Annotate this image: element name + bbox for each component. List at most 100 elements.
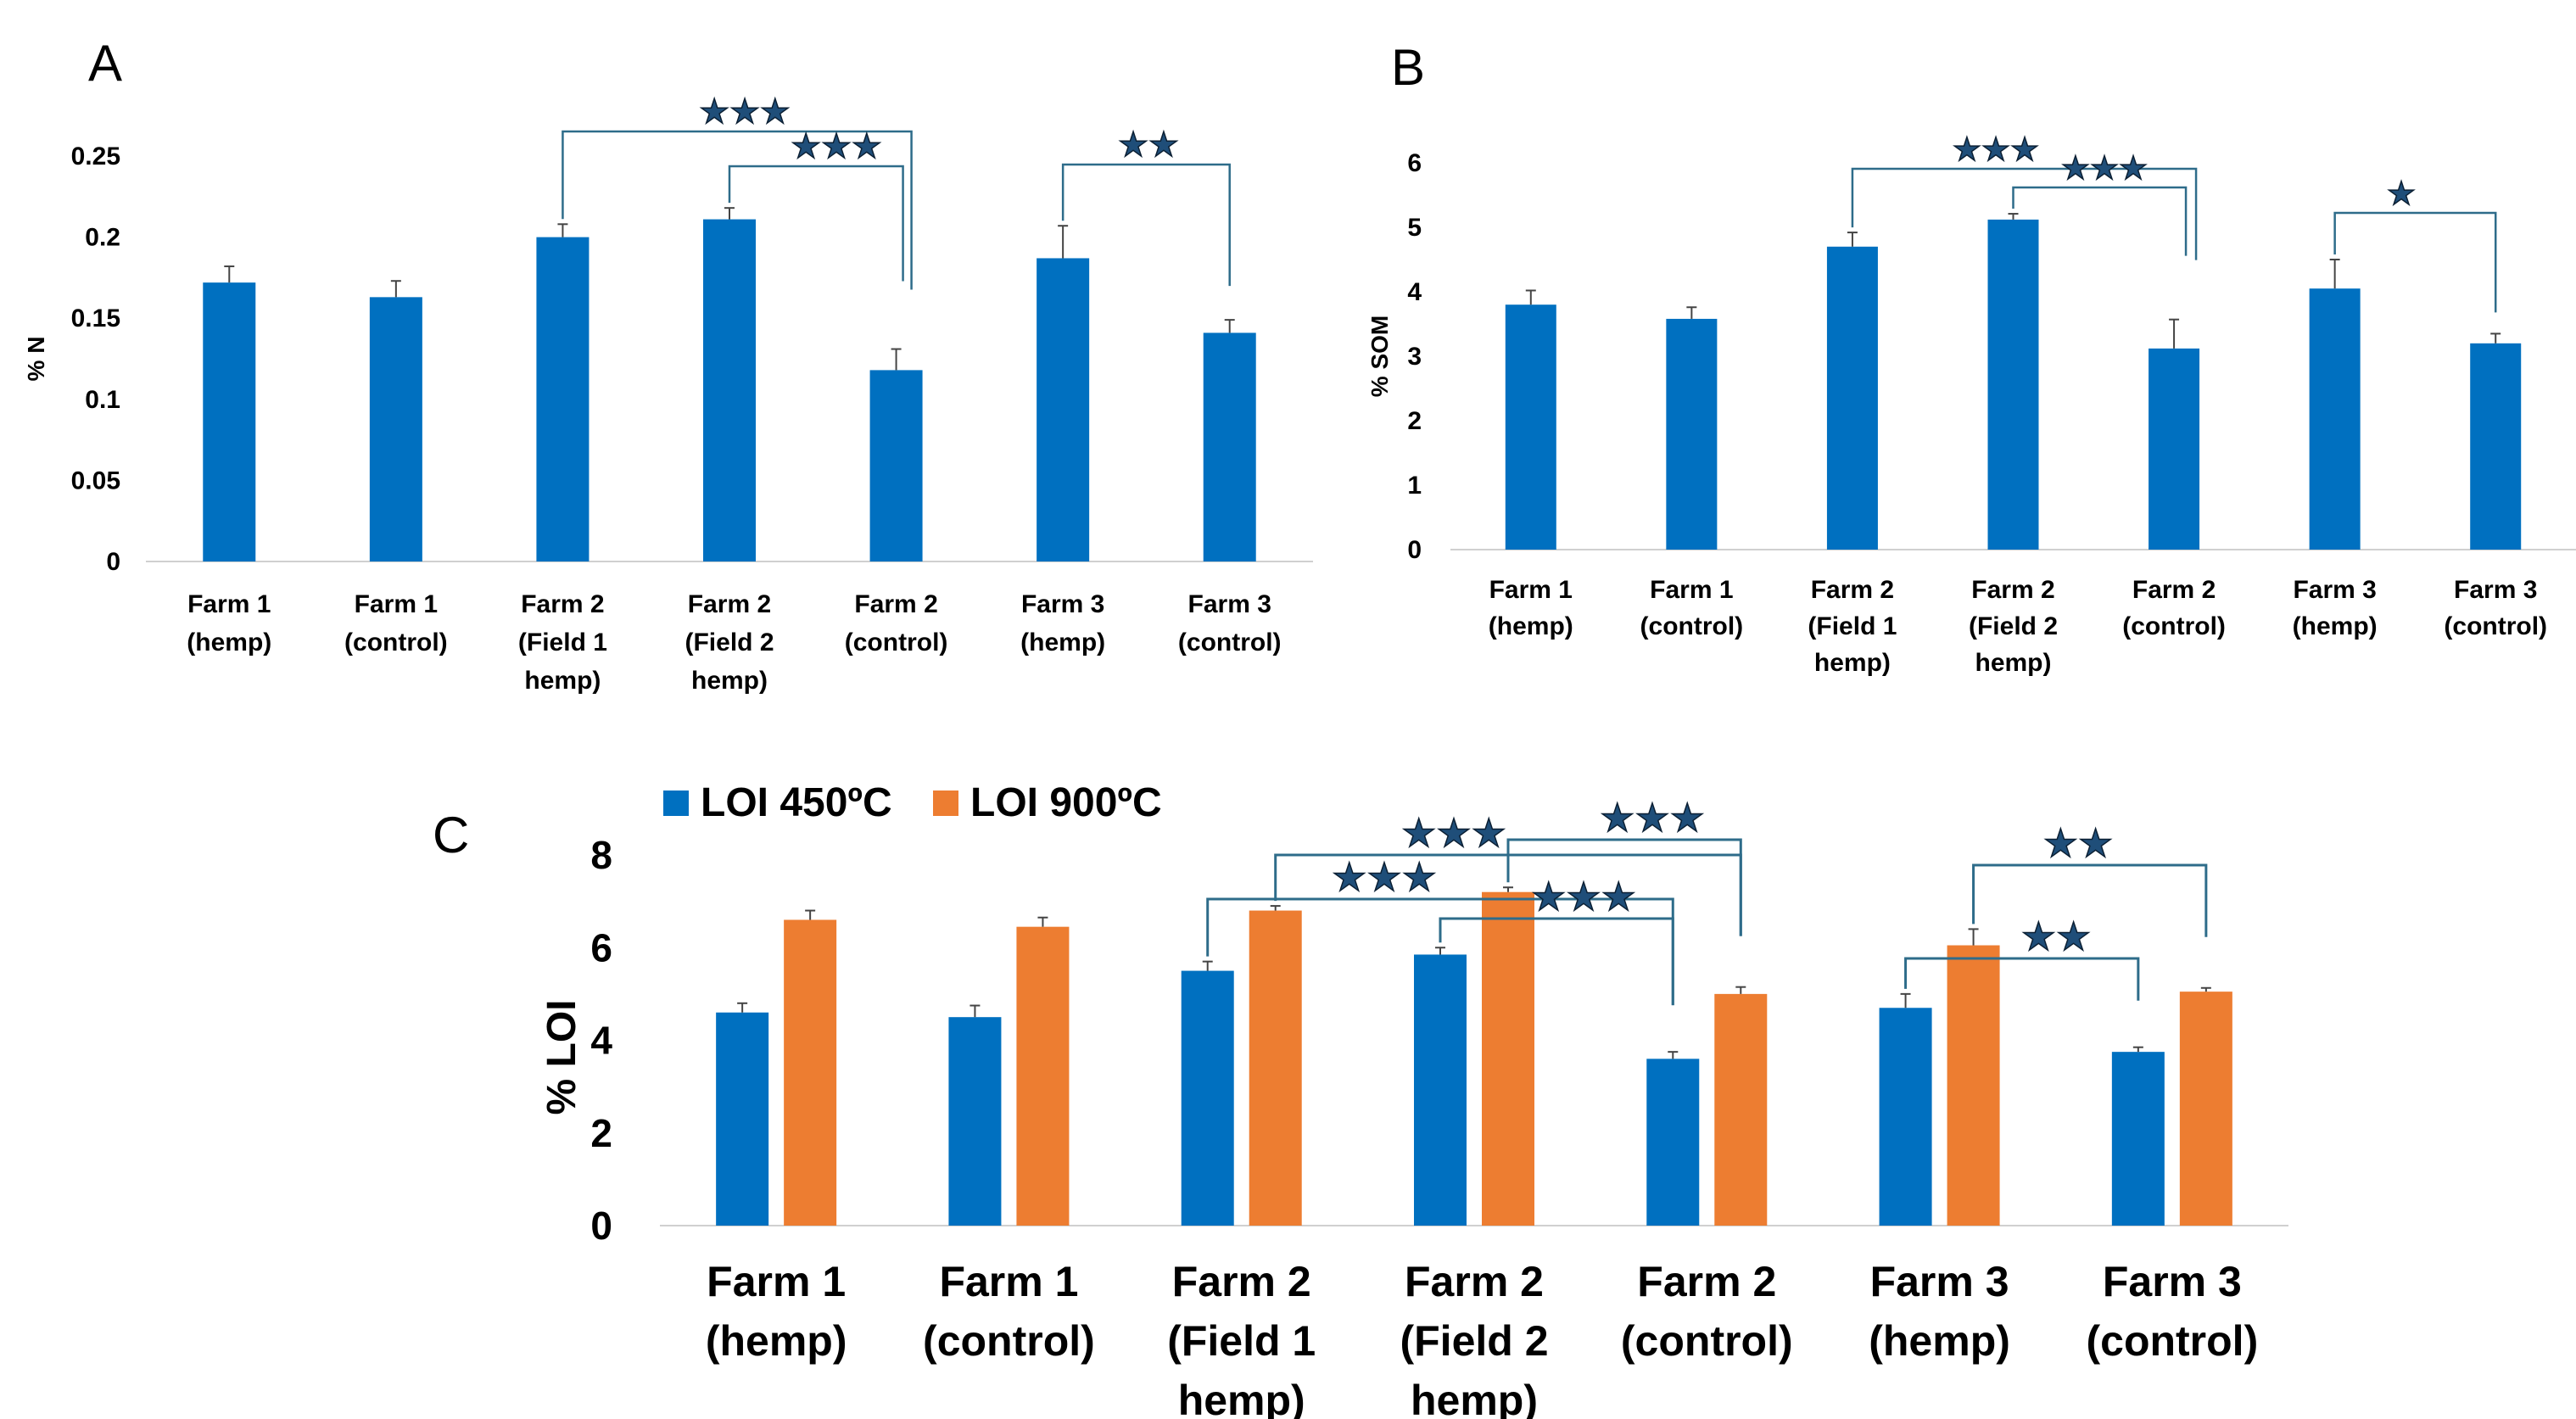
category-label: (hemp) xyxy=(1489,612,1573,640)
bar xyxy=(869,370,923,561)
significance-bracket xyxy=(2333,211,2497,313)
category-label: Farm 2 xyxy=(1405,1258,1544,1305)
legend-label: LOI 900ºC xyxy=(970,780,1162,825)
category-label: (control) xyxy=(2444,612,2547,640)
category-label: Farm 2 xyxy=(2132,576,2216,604)
category-label: (control) xyxy=(845,628,948,656)
category-label: (control) xyxy=(344,628,448,656)
significance-bracket xyxy=(2012,186,2188,256)
significance-stars: ★★ xyxy=(2021,913,2091,959)
y-tick-label: 0.1 xyxy=(85,386,120,414)
legend-label: LOI 450ºC xyxy=(701,780,892,825)
category-label: (hemp) xyxy=(1020,628,1105,656)
y-tick-label: 6 xyxy=(590,925,612,969)
panel-letter-c: C xyxy=(433,807,469,863)
category-label: (Field 2 xyxy=(685,628,774,656)
y-tick-label: 0 xyxy=(590,1204,612,1248)
bar xyxy=(2149,348,2200,550)
category-label: (control) xyxy=(2086,1317,2258,1365)
category-label: (control) xyxy=(923,1317,1095,1365)
y-tick-label: 0.05 xyxy=(71,466,120,494)
category-label: (Field 1 xyxy=(1167,1317,1316,1365)
bar xyxy=(703,219,756,561)
bar xyxy=(1879,1008,1932,1226)
category-label: (hemp) xyxy=(187,628,271,656)
category-label: (control) xyxy=(1178,628,1282,656)
significance-bracket xyxy=(1506,838,1742,936)
category-label: Farm 3 xyxy=(1188,590,1271,618)
category-label: hemp) xyxy=(1411,1377,1538,1419)
category-label: hemp) xyxy=(1178,1377,1305,1419)
y-tick-label: 1 xyxy=(1407,472,1422,500)
significance-stars: ★★★ xyxy=(699,92,791,131)
significance-stars: ★★★ xyxy=(2061,149,2148,187)
y-tick-label: 4 xyxy=(1407,278,1422,306)
category-label: Farm 1 xyxy=(707,1258,846,1305)
category-label: hemp) xyxy=(524,667,601,695)
category-label: Farm 1 xyxy=(1650,576,1733,604)
y-tick-label: 0.2 xyxy=(85,224,120,252)
category-label: (control) xyxy=(2122,612,2226,640)
category-label: Farm 2 xyxy=(1971,576,2054,604)
bar xyxy=(716,1012,769,1226)
significance-stars: ★★★ xyxy=(1600,795,1705,841)
category-label: Farm 3 xyxy=(2103,1258,2242,1305)
bar xyxy=(1826,246,1878,550)
bar xyxy=(1646,1059,1700,1226)
bar xyxy=(203,282,256,561)
chart-panel-a: 0 0.05 0.1 0.15 0.2 0.25 % N Farm 1 (hemp) Farm 1… xyxy=(23,92,1313,695)
category-label: Farm 1 xyxy=(355,590,438,618)
category-label: (hemp) xyxy=(2293,612,2378,640)
panel-letter-a: A xyxy=(88,35,122,92)
category-label: hemp) xyxy=(1814,649,1891,677)
significance-bracket xyxy=(562,130,913,290)
panel-letter-b: B xyxy=(1391,39,1425,96)
category-label: (hemp) xyxy=(1869,1317,2010,1365)
category-label: (Field 1 xyxy=(1808,612,1897,640)
y-tick-label: 6 xyxy=(1407,149,1422,177)
category-label: (control) xyxy=(1621,1317,1793,1365)
legend-swatch xyxy=(933,791,958,816)
category-label: Farm 2 xyxy=(1811,576,1894,604)
y-tick-label: 8 xyxy=(590,833,612,877)
category-label: Farm 3 xyxy=(2293,576,2376,604)
bar xyxy=(1666,318,1718,550)
bar xyxy=(1505,304,1556,550)
category-label: Farm 2 xyxy=(1172,1258,1311,1305)
category-label: Farm 3 xyxy=(1870,1258,2009,1305)
y-axis-label: % LOI xyxy=(539,999,584,1115)
bar xyxy=(1249,910,1302,1226)
y-tick-label: 4 xyxy=(590,1019,612,1063)
category-label: Farm 3 xyxy=(2454,576,2537,604)
significance-stars: ★★★ xyxy=(1332,854,1437,900)
chart-panel-b: 0 1 2 3 4 5 6 % SOM Farm 1 (hemp) Farm 1 (control) F… xyxy=(1366,130,2576,677)
category-label: (Field 1 xyxy=(518,628,607,656)
category-label: hemp) xyxy=(1975,649,2052,677)
bar xyxy=(2309,288,2361,550)
category-label: Farm 2 xyxy=(521,590,604,618)
y-axis-label: % N xyxy=(23,337,49,382)
bar xyxy=(1947,945,2000,1226)
category-label: Farm 1 xyxy=(187,590,271,618)
category-label: Farm 3 xyxy=(1021,590,1104,618)
category-label: (control) xyxy=(1640,612,1744,640)
significance-stars: ★★★ xyxy=(1401,810,1506,856)
bar xyxy=(1414,954,1467,1226)
significance-stars: ★★★ xyxy=(1531,874,1636,919)
chart-panel-c: 0 2 4 6 8 % LOI LOI 450ºC LOI 900ºC Farm 1 (hemp)… xyxy=(539,780,2288,1419)
bar xyxy=(1714,993,1768,1226)
bar xyxy=(1203,332,1256,561)
y-tick-label: 2 xyxy=(590,1111,612,1155)
significance-bracket xyxy=(1439,917,1674,1006)
bar xyxy=(1482,891,1534,1226)
category-label: (Field 2 xyxy=(1400,1317,1548,1365)
bar xyxy=(1016,926,1070,1226)
bar xyxy=(2111,1052,2165,1226)
category-label: Farm 1 xyxy=(939,1258,1078,1305)
y-tick-label: 2 xyxy=(1407,407,1422,435)
bar xyxy=(369,297,422,561)
bar xyxy=(536,237,590,561)
bar xyxy=(2179,992,2232,1226)
y-tick-label: 3 xyxy=(1407,343,1422,371)
category-label: Farm 2 xyxy=(1637,1258,1776,1305)
